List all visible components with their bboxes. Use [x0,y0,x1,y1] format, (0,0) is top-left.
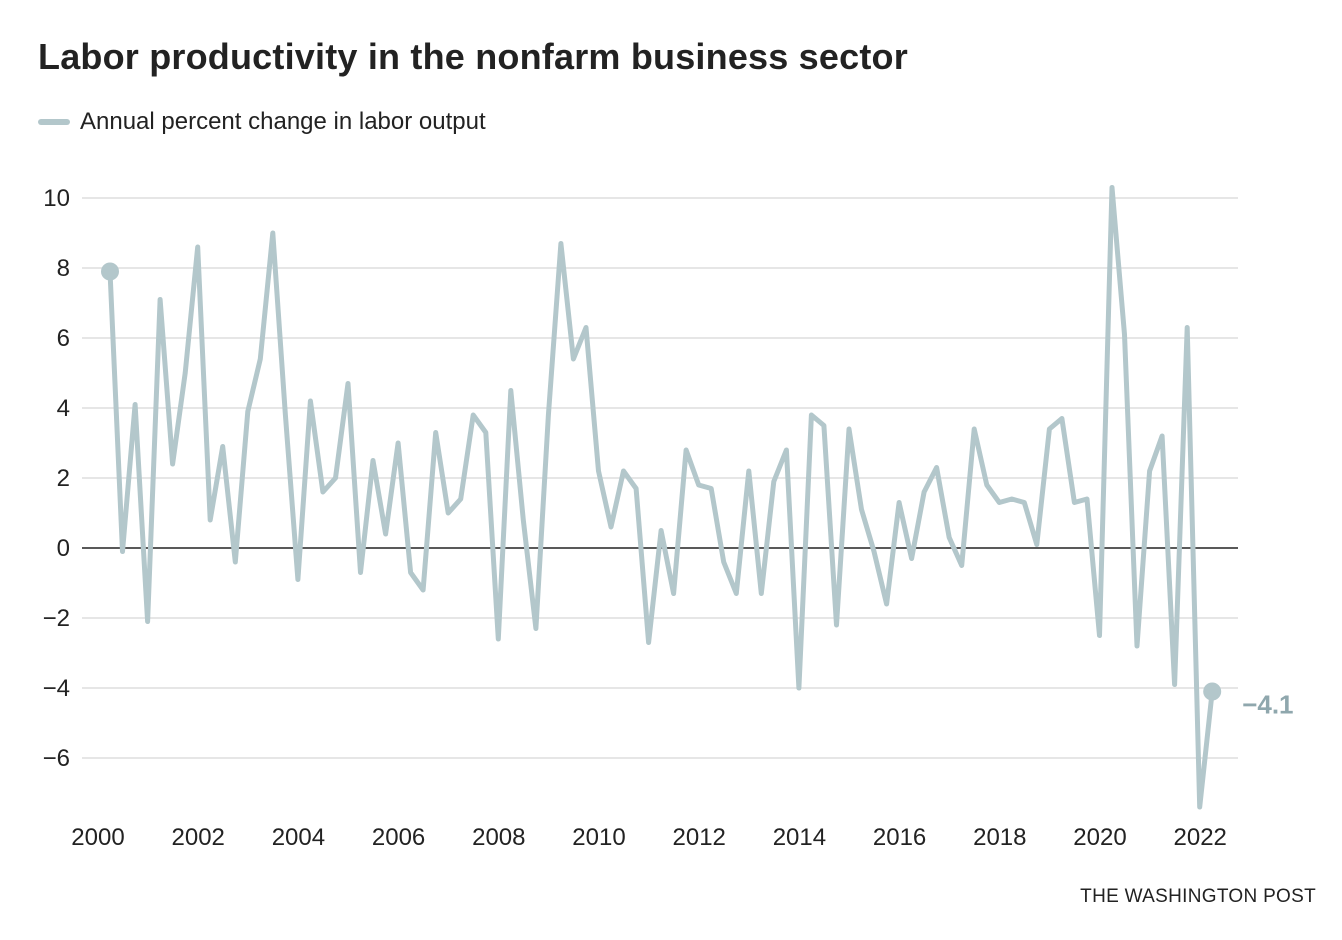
y-tick-label: −4 [43,675,70,702]
end-point-marker [1203,682,1222,701]
x-tick-label: 2004 [272,824,325,851]
x-tick-label: 2006 [372,824,425,851]
legend-swatch [38,119,70,125]
x-tick-label: 2008 [472,824,525,851]
y-tick-label: 2 [57,465,70,492]
y-tick-label: 10 [43,185,70,212]
y-tick-label: 8 [57,255,70,282]
x-tick-label: 2014 [773,824,826,851]
x-tick-label: 2020 [1073,824,1126,851]
legend: Annual percent change in labor output [38,108,486,136]
x-axis-ticks: 2000 2002 2004 2006 2008 2010 2012 2014 2016 2018… [71,824,1227,851]
x-tick-label: 2010 [572,824,625,851]
source-credit: THE WASHINGTON POST [1080,886,1316,907]
y-tick-label: 0 [57,535,70,562]
y-axis-ticks: 10 8 6 4 2 0 −2 −4 −6 [43,185,70,772]
series-layer [107,185,1215,810]
start-point-marker [101,262,119,281]
x-tick-label: 2012 [673,824,726,851]
markers: −4.1 [101,262,1294,720]
legend-label: Annual percent change in labor output [80,108,486,135]
x-tick-label: 2000 [71,824,124,851]
end-value-label: −4.1 [1242,690,1293,720]
y-tick-label: 6 [57,325,70,352]
chart-title: Labor productivity in the nonfarm busine… [38,36,908,77]
x-tick-label: 2016 [873,824,926,851]
x-tick-label: 2018 [973,824,1026,851]
x-tick-label: 2022 [1174,824,1227,851]
series-line [107,185,1215,810]
gridlines [82,197,1238,759]
x-tick-label: 2002 [172,824,225,851]
y-tick-label: −2 [43,605,70,632]
y-tick-label: −6 [43,745,70,772]
y-tick-label: 4 [57,395,70,422]
